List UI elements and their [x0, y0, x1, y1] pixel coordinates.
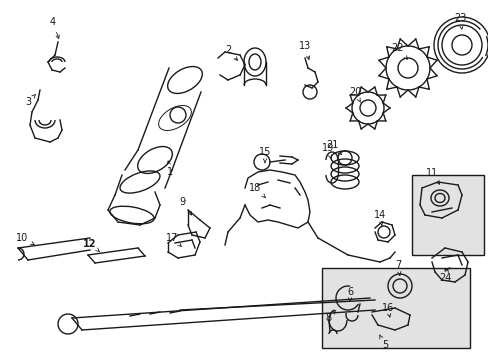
Text: 14: 14: [373, 210, 386, 226]
Text: 23: 23: [453, 13, 465, 29]
Text: 21: 21: [325, 140, 341, 155]
Text: 18: 18: [248, 183, 265, 198]
Text: 15: 15: [258, 147, 271, 163]
Text: 5: 5: [379, 335, 387, 350]
Text: 6: 6: [346, 287, 352, 301]
Text: 17: 17: [165, 233, 181, 246]
Text: 20: 20: [348, 87, 361, 102]
Text: 10: 10: [16, 233, 34, 244]
Bar: [411, 175, 483, 255]
Text: 4: 4: [50, 17, 59, 39]
Text: 22: 22: [391, 43, 407, 59]
Text: 13: 13: [298, 41, 310, 59]
Text: 8: 8: [324, 310, 335, 323]
Text: 7: 7: [394, 260, 400, 275]
Bar: [321, 268, 469, 348]
Text: 12: 12: [83, 239, 100, 252]
Text: 9: 9: [179, 197, 191, 215]
Text: 19: 19: [321, 143, 333, 159]
Text: 3: 3: [25, 94, 36, 107]
Text: 2: 2: [224, 45, 237, 60]
Text: 24: 24: [438, 269, 450, 283]
Text: 11: 11: [425, 168, 439, 184]
Text: 1: 1: [166, 161, 173, 177]
Circle shape: [303, 85, 316, 99]
Text: 16: 16: [381, 303, 393, 317]
